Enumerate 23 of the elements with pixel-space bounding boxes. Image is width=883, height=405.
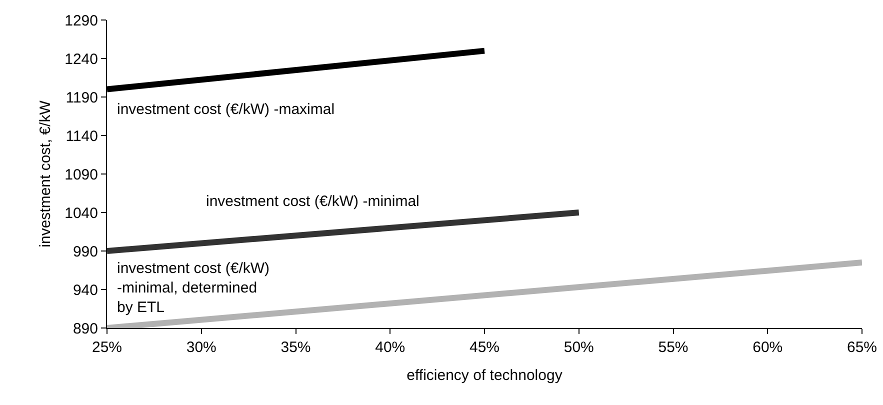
y-tick-label: 990 [72,243,98,260]
y-tick-label: 1090 [64,166,98,184]
x-tick-label: 40% [375,339,406,356]
series-label: investment cost (€/kW) -minimal [206,193,420,210]
x-tick-label: 65% [846,339,878,356]
x-tick-label: 55% [658,339,688,356]
y-tick-label: 1240 [64,50,98,68]
x-tick-label: 25% [92,339,122,356]
series-label: investment cost (€/kW) -minimal, determined by ETL [117,260,270,316]
y-tick-label: 890 [72,320,98,338]
x-tick-label: 50% [564,339,594,356]
x-tick-label: 35% [280,339,311,356]
y-tick-label: 1290 [64,12,98,30]
x-axis-title: efficiency of technology [406,367,563,384]
y-tick-label: 1040 [64,204,98,222]
x-tick-label: 60% [752,339,783,356]
y-tick-label: 940 [72,282,98,299]
y-tick-label: 1140 [66,128,98,145]
y-tick-label: 1190 [66,89,98,106]
y-axis-title: investment cost, €/kW [36,100,54,248]
x-tick-label: 45% [469,339,500,356]
x-tick-label: 30% [186,339,216,356]
series-label: investment cost (€/kW) -maximal [117,101,335,118]
